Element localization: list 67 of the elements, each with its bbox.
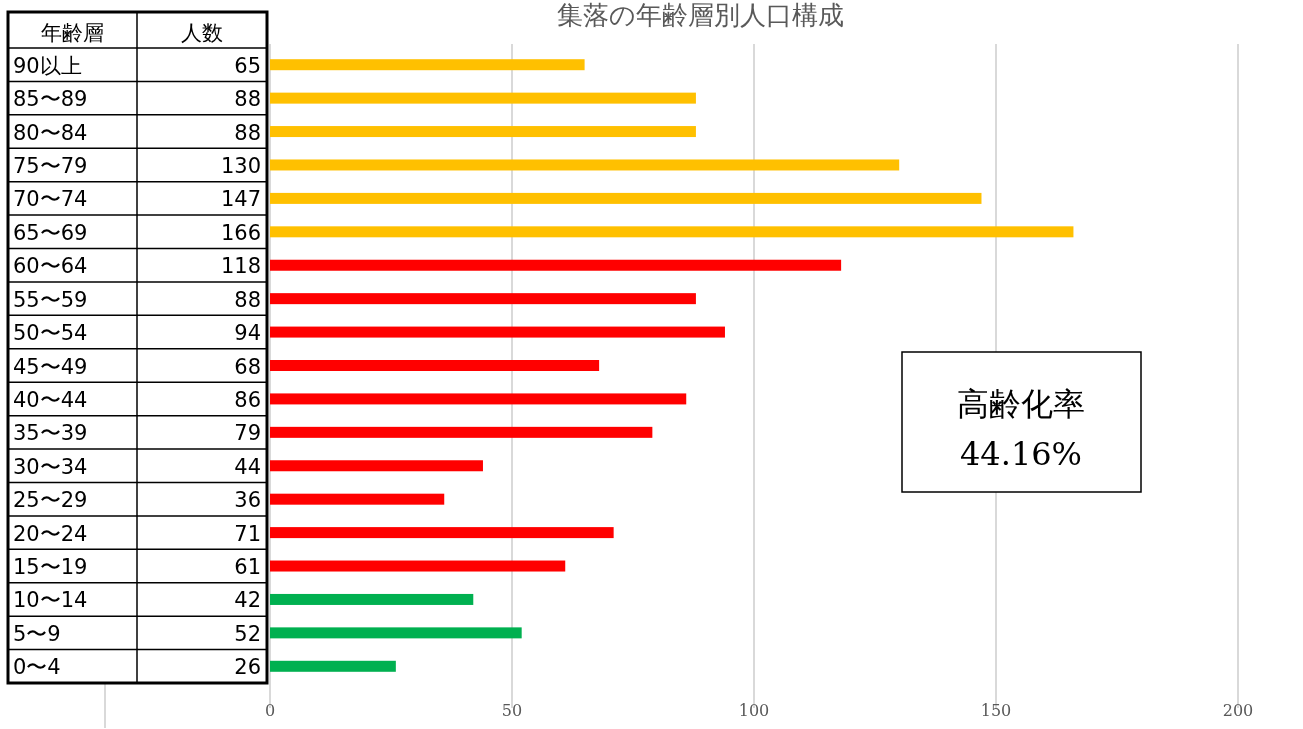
data-label: 118: [220, 254, 261, 279]
data-label: 94: [234, 321, 261, 346]
y-tick-label: 85〜89: [13, 87, 88, 112]
y-tick-label: 35〜39: [13, 421, 88, 446]
data-label: 88: [234, 120, 261, 145]
y-tick-label: 0〜4: [13, 655, 61, 680]
y-tick-label: 15〜19: [13, 555, 88, 580]
bar: [270, 426, 653, 438]
y-tick-label: 40〜44: [13, 387, 88, 412]
bar: [270, 326, 725, 338]
data-label: 61: [234, 555, 261, 580]
y-tick-label: 90以上: [13, 53, 82, 78]
bar: [270, 560, 566, 572]
data-label: 79: [234, 421, 261, 446]
data-label: 26: [234, 655, 261, 680]
bar: [270, 293, 696, 305]
data-label: 147: [220, 187, 261, 212]
y-axis-title: 年齢層: [41, 21, 104, 45]
y-tick-label: 65〜69: [13, 220, 88, 245]
bar: [270, 627, 522, 639]
bar: [270, 493, 445, 505]
data-label: 86: [234, 387, 261, 412]
data-label: 130: [220, 153, 261, 178]
y-tick-label: 80〜84: [13, 120, 88, 145]
x-tick-label: 150: [980, 701, 1012, 720]
data-label: 88: [234, 87, 261, 112]
x-axis-title: 人数: [181, 21, 223, 45]
annotation: 高齢化率: [957, 385, 1085, 423]
annotation: 44.16%: [959, 435, 1083, 473]
bar: [270, 192, 982, 204]
y-tick-label: 70〜74: [13, 187, 88, 212]
data-label: 36: [234, 488, 261, 513]
data-label: 68: [234, 354, 261, 379]
bar: [270, 226, 1074, 238]
x-tick-label: 0: [264, 701, 276, 720]
y-tick-label: 45〜49: [13, 354, 88, 379]
y-tick-label: 60〜64: [13, 254, 88, 279]
bar: [270, 460, 483, 472]
bar: [270, 92, 696, 104]
data-label: 44: [234, 454, 261, 479]
bar: [270, 527, 614, 539]
y-tick-label: 5〜9: [13, 621, 61, 646]
bar: [270, 59, 585, 71]
y-tick-label: 25〜29: [13, 488, 88, 513]
y-tick-label: 30〜34: [13, 454, 88, 479]
bar: [270, 259, 842, 271]
y-tick-label: 50〜54: [13, 321, 88, 346]
bar: [270, 393, 687, 405]
data-label: 71: [234, 521, 261, 546]
data-label: 42: [234, 588, 261, 613]
y-tick-label: 20〜24: [13, 521, 88, 546]
y-tick-label: 55〜59: [13, 287, 88, 312]
x-tick-label: 50: [501, 701, 523, 720]
bar: [270, 660, 396, 672]
data-label: 166: [220, 220, 261, 245]
x-tick-label: 200: [1222, 701, 1254, 720]
y-tick-label: 10〜14: [13, 588, 88, 613]
bar: [270, 126, 696, 138]
y-tick-label: 75〜79: [13, 153, 88, 178]
bar: [270, 593, 474, 605]
data-label: 52: [234, 621, 261, 646]
bar: [270, 159, 900, 171]
chart-title: 集落の年齢層別人口構成: [556, 0, 844, 30]
data-label: 88: [234, 287, 261, 312]
bar: [270, 360, 600, 371]
x-tick-label: 100: [738, 701, 770, 720]
data-label: 65: [234, 53, 261, 78]
